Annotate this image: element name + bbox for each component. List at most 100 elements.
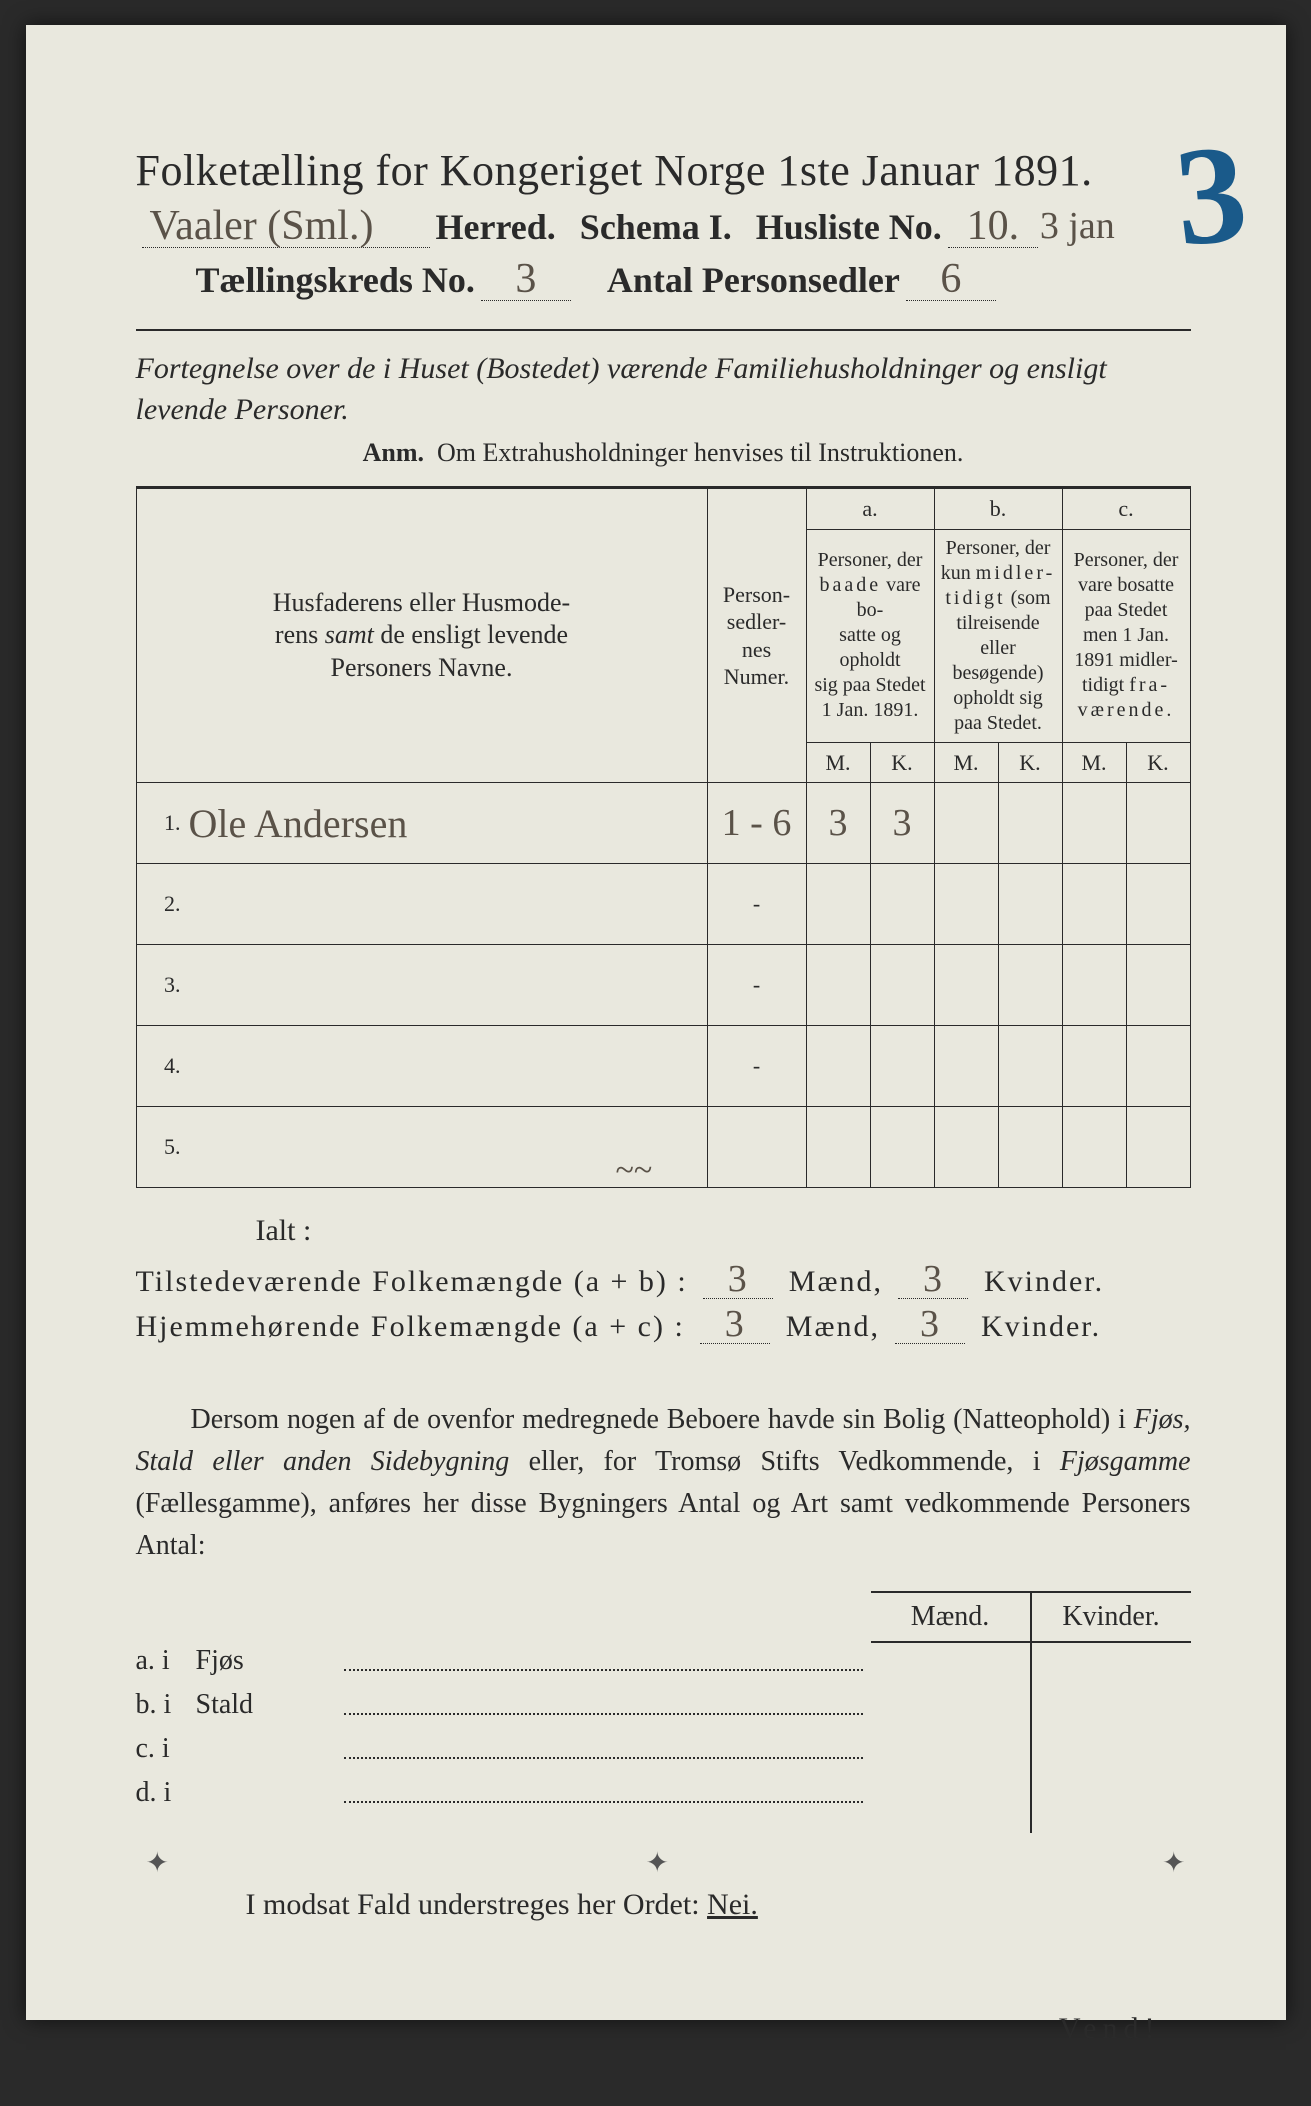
cell-c-m <box>1062 783 1126 864</box>
row-letter: c. i <box>136 1733 196 1765</box>
col-c-k: K. <box>1126 742 1190 783</box>
cell-c-m <box>1062 945 1126 1026</box>
tally-squiggle: ~~ <box>616 1152 653 1190</box>
sum-resident-m: 3 <box>700 1305 770 1344</box>
name-cell: Ole Andersen <box>185 783 708 864</box>
col-c-m: M. <box>1062 742 1126 783</box>
outbuilding-head-m: Mænd. <box>871 1593 1032 1641</box>
cell-c-k <box>1126 1107 1190 1188</box>
col-header-name: Husfaderens eller Husmode-rens samt de e… <box>136 488 707 783</box>
document-title: Folketælling for Kongeriget Norge 1ste J… <box>136 145 1191 196</box>
table-row: 1.Ole Andersen1 - 633 <box>136 783 1190 864</box>
outbuilding-header: Mænd. Kvinder. <box>871 1591 1191 1643</box>
row-letter: b. i <box>136 1689 196 1721</box>
cell-c-k <box>1126 945 1190 1026</box>
dotted-fill <box>344 1783 863 1803</box>
table-row: 4. - <box>136 1026 1190 1107</box>
name-cell <box>185 1026 708 1107</box>
cell-b-m <box>934 945 998 1026</box>
cell-c-k <box>1126 783 1190 864</box>
cell-b-k <box>998 1026 1062 1107</box>
col-a-m: M. <box>806 742 870 783</box>
row-number: 3. <box>136 945 185 1026</box>
sum-present-k: 3 <box>898 1260 968 1299</box>
col-header-psn: Person-sedler-nesNumer. <box>707 488 806 783</box>
sum-present: Tilstedeværende Folkemængde (a + b) : 3 … <box>136 1260 1191 1299</box>
cell-b-m <box>934 1107 998 1188</box>
vend-instruction: Vend! <box>136 2012 1191 2046</box>
kreds-label: Tællingskreds No. <box>196 259 475 301</box>
nei-word: Nei. <box>707 1888 758 1921</box>
binding-mark: ✦ <box>646 1846 669 1880</box>
binding-mark: ✦ <box>146 1846 169 1880</box>
sum-resident: Hjemmehørende Folkemængde (a + c) : 3 Mæ… <box>136 1305 1191 1344</box>
outbuilding-row: c. i <box>136 1725 871 1769</box>
divider <box>136 329 1191 331</box>
cell-b-k <box>998 864 1062 945</box>
row-letter: a. i <box>136 1645 196 1677</box>
kreds-value: 3 <box>481 258 571 301</box>
cell-b-k <box>998 1107 1062 1188</box>
herred-label: Herred. <box>436 206 556 248</box>
outbuilding-row: d. i <box>136 1769 871 1813</box>
table-row: 2.- <box>136 864 1190 945</box>
col-label-b: b. <box>934 488 1062 530</box>
page-number-annotation: 3 <box>1169 112 1253 278</box>
cell-b-m <box>934 1026 998 1107</box>
cell-b-m <box>934 864 998 945</box>
outbuilding-row: b. iStald <box>136 1681 871 1725</box>
sum-present-m: 3 <box>703 1260 773 1299</box>
dotted-fill <box>344 1695 863 1715</box>
sum-resident-k-lbl: Kvinder. <box>981 1310 1101 1343</box>
subtitle: Fortegnelse over de i Huset (Bostedet) v… <box>136 349 1191 430</box>
cell-b-k <box>998 783 1062 864</box>
row-type: Fjøs <box>196 1645 336 1677</box>
sum-present-label: Tilstedeværende Folkemængde (a + b) : <box>136 1265 688 1298</box>
cell-c-m <box>1062 1107 1126 1188</box>
outbuilding-row: a. iFjøs <box>136 1637 871 1681</box>
psn-cell <box>707 1107 806 1188</box>
binding-mark: ✦ <box>1162 1846 1185 1880</box>
husliste-value: 10. <box>948 205 1038 248</box>
cell-a-m <box>806 1107 870 1188</box>
anm-note: Anm. Anm. Om Extrahusholdninger henvises… <box>136 438 1191 468</box>
col-b-m: M. <box>934 742 998 783</box>
antal-label: Antal Personsedler <box>607 259 900 301</box>
outbuilding-paragraph: Dersom nogen af de ovenfor medregnede Be… <box>136 1399 1191 1567</box>
cell-c-m <box>1062 864 1126 945</box>
schema-label: Schema I. <box>580 206 732 248</box>
header-line-herred: Vaaler (Sml.) Herred. Schema I. Husliste… <box>136 204 1191 248</box>
psn-cell: - <box>707 1026 806 1107</box>
dotted-fill <box>344 1739 863 1759</box>
cell-a-k: 3 <box>870 783 934 864</box>
cell-a-m <box>806 1026 870 1107</box>
cell-a-m: 3 <box>806 783 870 864</box>
psn-cell: 1 - 6 <box>707 783 806 864</box>
cell-c-k <box>1126 864 1190 945</box>
cell-a-m <box>806 945 870 1026</box>
cell-c-m <box>1062 1026 1126 1107</box>
antal-value: 6 <box>906 258 996 301</box>
col-b-k: K. <box>998 742 1062 783</box>
col-text-a: Personer, derbaade vare bo-satte og opho… <box>806 529 934 742</box>
cell-b-k <box>998 945 1062 1026</box>
col-text-c: Personer, dervare bosattepaa Stedetmen 1… <box>1062 529 1190 742</box>
document-page: 3 Folketælling for Kongeriget Norge 1ste… <box>26 25 1286 2020</box>
col-a-k: K. <box>870 742 934 783</box>
row-number: 1. <box>136 783 185 864</box>
cell-a-m <box>806 864 870 945</box>
table-row: 3. - <box>136 945 1190 1026</box>
sum-resident-m-lbl: Mænd, <box>786 1310 880 1343</box>
dotted-fill <box>344 1651 863 1671</box>
psn-cell: - <box>707 945 806 1026</box>
table-row: 5. <box>136 1107 1190 1188</box>
row-number: 4. <box>136 1026 185 1107</box>
col-label-c: c. <box>1062 488 1190 530</box>
name-cell <box>185 864 708 945</box>
husliste-label: Husliste No. <box>756 206 942 248</box>
name-cell <box>185 945 708 1026</box>
cell-a-k <box>870 945 934 1026</box>
sum-resident-label: Hjemmehørende Folkemængde (a + c) : <box>136 1310 685 1343</box>
col-text-b: Personer, derkun midler-tidigt (somtilre… <box>934 529 1062 742</box>
sum-present-k-lbl: Kvinder. <box>984 1265 1104 1298</box>
